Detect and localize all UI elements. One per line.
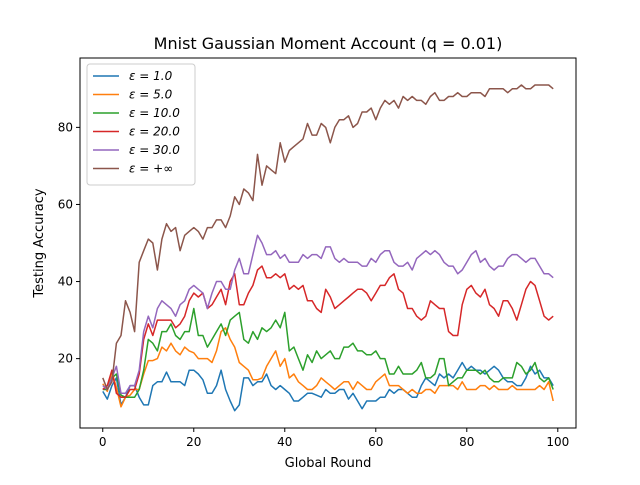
- series-line-2: [102, 307, 554, 398]
- legend-entry-label: ε = 30.0: [129, 143, 180, 157]
- series-line-4: [102, 234, 554, 395]
- legend-entry-label: ε = 1.0: [129, 69, 173, 83]
- axis-ticks: 0 20 40 60 80 100 20 40 60 80: [58, 120, 570, 449]
- x-tick-label: 80: [459, 435, 474, 449]
- series-line-0: [102, 361, 554, 412]
- legend-entry-label: ε = 10.0: [129, 106, 180, 120]
- y-axis-label: Testing Accuracy: [32, 188, 47, 298]
- x-tick-label: 60: [368, 435, 383, 449]
- legend: ε = 1.0 ε = 5.0 ε = 10.0 ε = 20.0 ε = 30.0 ε …: [86, 63, 196, 186]
- series-lines: [102, 84, 554, 412]
- y-tick-label: 40: [58, 275, 73, 289]
- y-tick-label: 20: [58, 352, 73, 366]
- legend-entry-label: ε = 20.0: [129, 125, 180, 139]
- y-tick-label: 80: [58, 120, 73, 134]
- series-line-1: [102, 327, 554, 408]
- x-tick-label: 0: [99, 435, 107, 449]
- y-tick-label: 60: [58, 197, 73, 211]
- x-tick-label: 20: [186, 435, 201, 449]
- series-line-5: [102, 84, 554, 391]
- legend-entry-label: ε = 5.0: [129, 88, 173, 102]
- x-tick-label: 100: [546, 435, 569, 449]
- plot-area-frame: [79, 57, 577, 429]
- legend-entry-label: ε = +∞: [129, 162, 173, 176]
- x-tick-label: 40: [277, 435, 292, 449]
- x-axis-label: Global Round: [285, 456, 372, 471]
- series-line-3: [102, 265, 554, 398]
- chart-title: Mnist Gaussian Moment Account (q = 0.01): [154, 34, 503, 53]
